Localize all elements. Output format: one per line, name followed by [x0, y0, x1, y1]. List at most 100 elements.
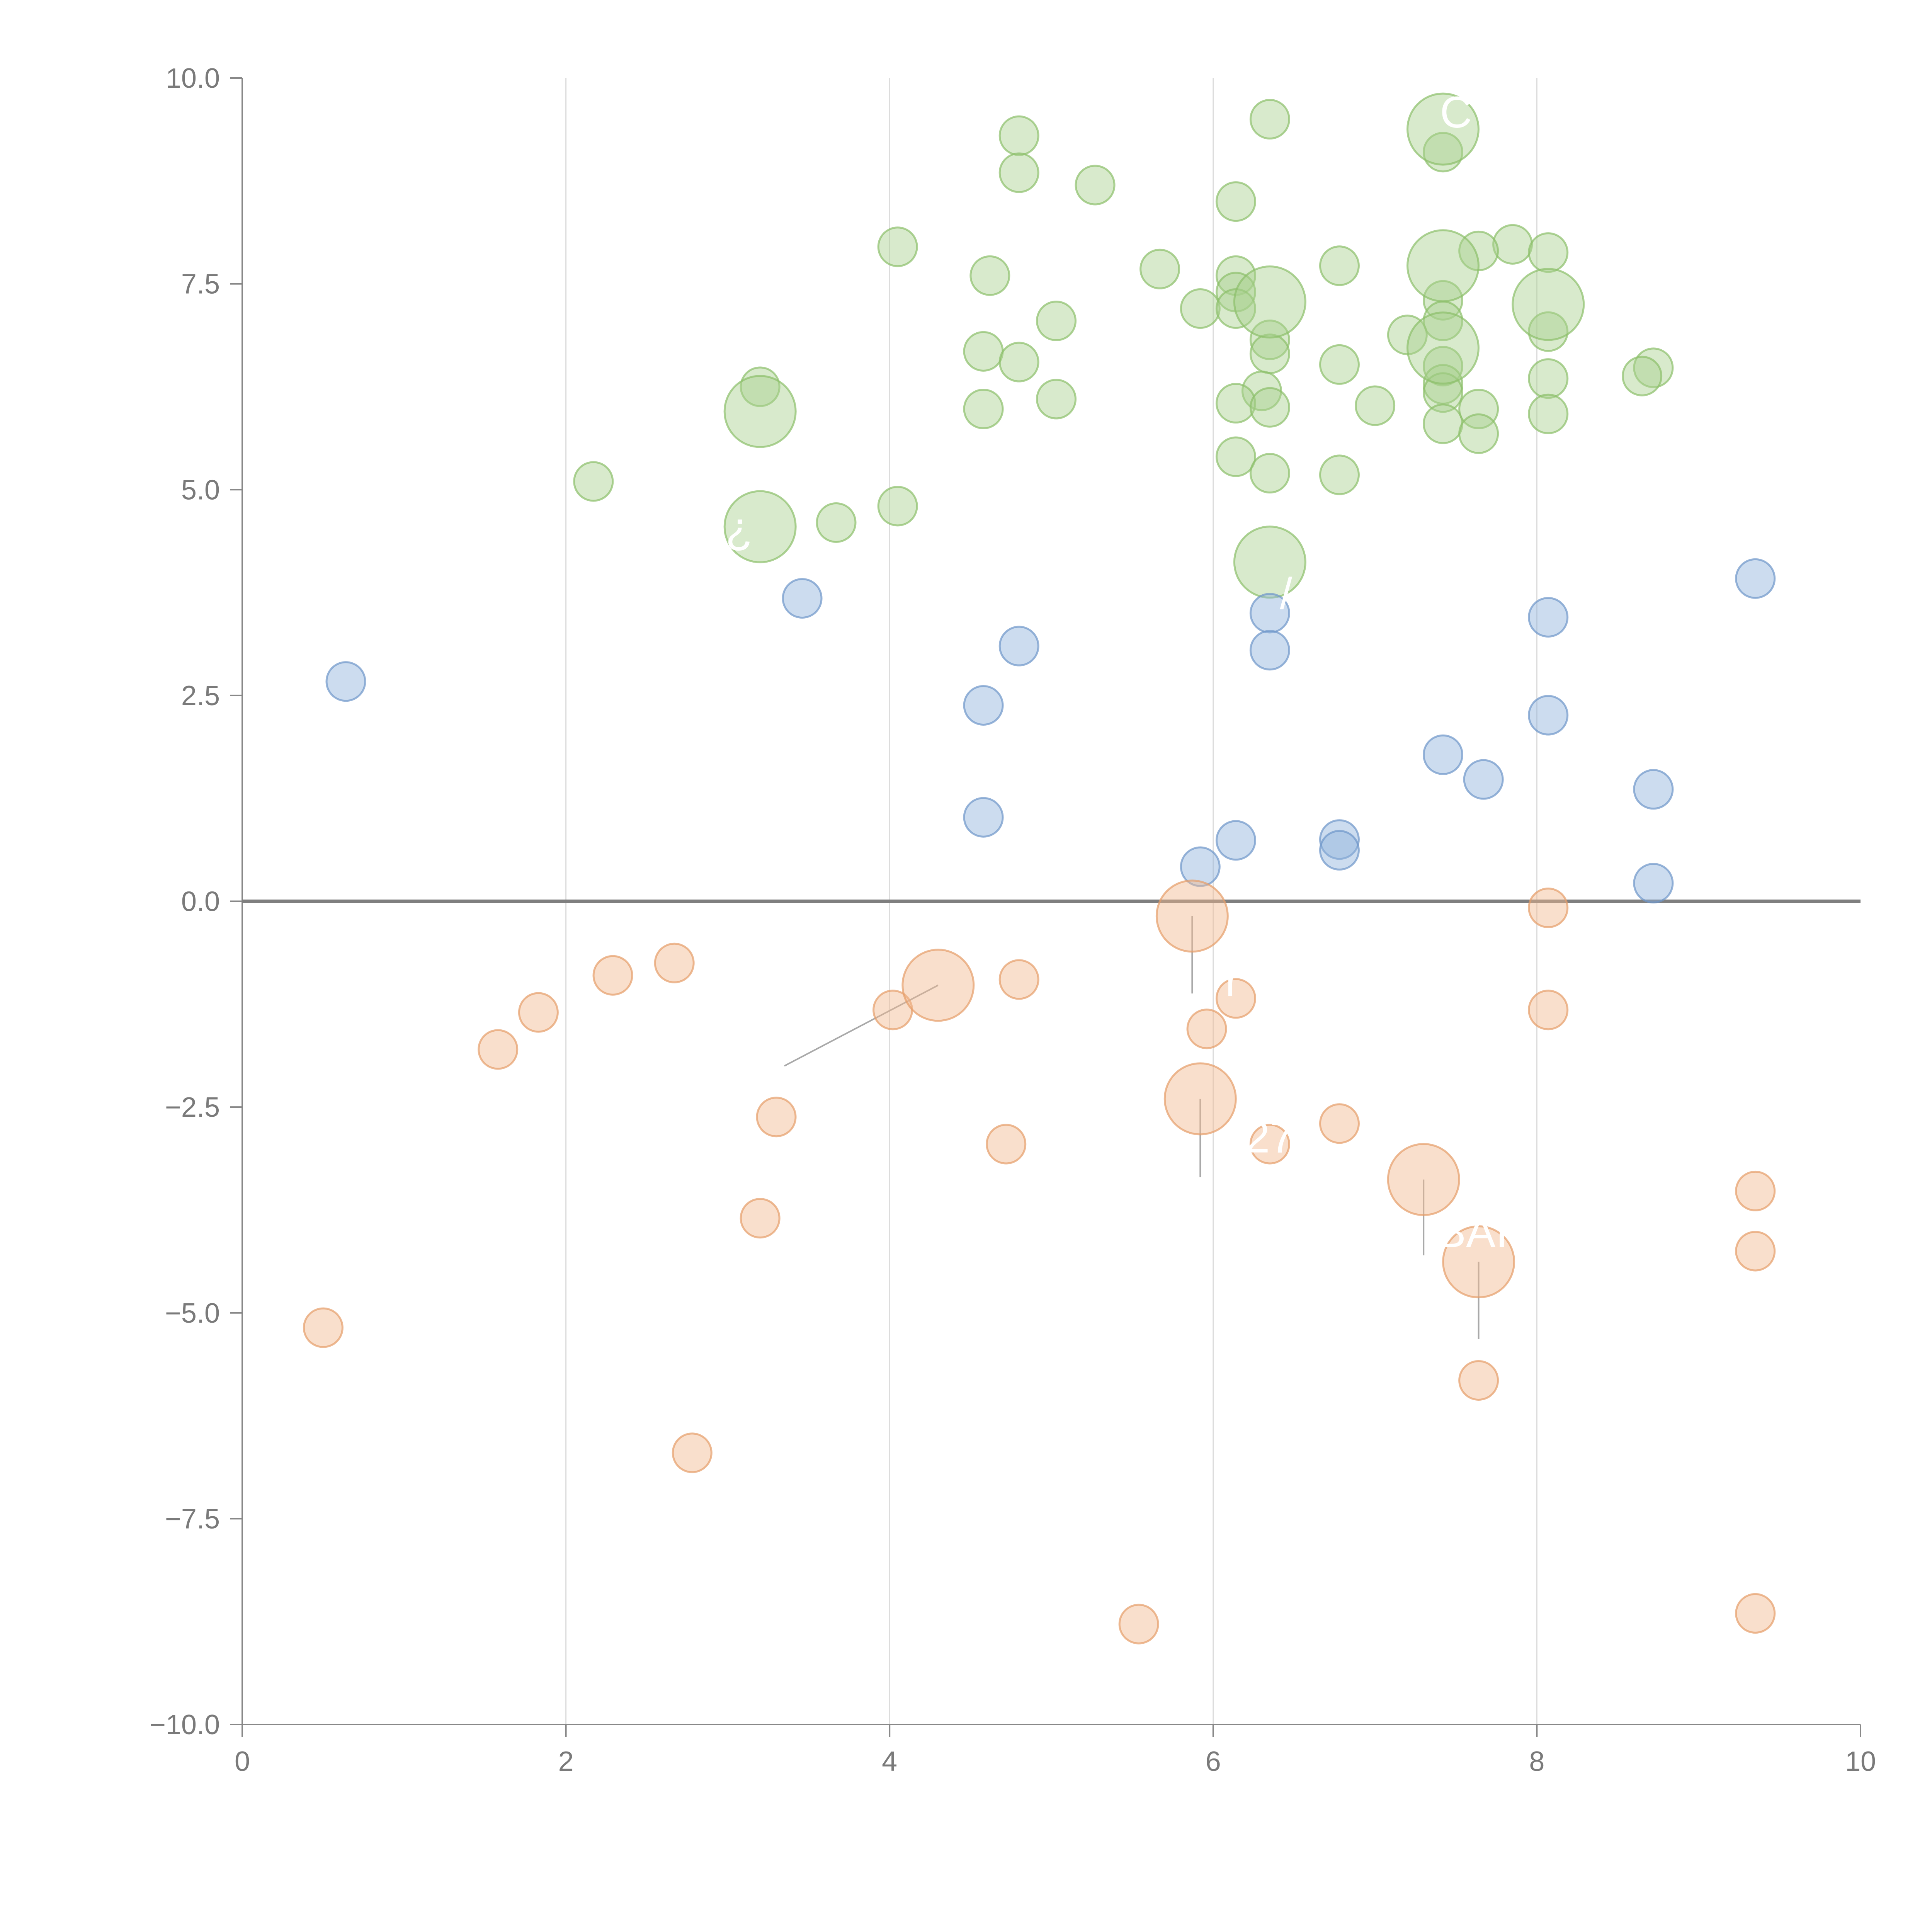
series-0-small-point	[877, 226, 918, 267]
y-tick-label: 2.5	[181, 680, 220, 711]
series-2-small-point	[1528, 888, 1569, 929]
series-0-small-point	[1422, 403, 1463, 444]
series-1-small-point	[1249, 593, 1290, 634]
series-1-small-point	[1180, 846, 1221, 887]
series-0-small-point	[998, 152, 1039, 193]
series-0-small-point	[1215, 383, 1256, 424]
series-0-large-point	[1512, 268, 1585, 341]
series-2-small-point	[478, 1029, 519, 1070]
series-2-small-point	[1215, 978, 1256, 1019]
series-2-small-point	[518, 992, 559, 1033]
series-0-small-point	[1319, 344, 1360, 385]
point-label: C	[1440, 88, 1472, 137]
y-tick-label: −10.0	[150, 1709, 220, 1740]
series-0-large-point	[1233, 526, 1306, 599]
point-label: BAI	[1436, 1207, 1508, 1257]
series-2-small-point	[303, 1307, 344, 1348]
series-0-small-point	[1249, 453, 1290, 494]
series-0-small-point	[1249, 319, 1290, 360]
series-2-small-point	[986, 1124, 1027, 1165]
series-0-small-point	[1249, 99, 1290, 140]
series-1-small-point	[1528, 695, 1569, 736]
series-1-small-point	[1215, 820, 1256, 861]
series-0-large-point	[1406, 92, 1480, 166]
series-1-small-point	[1735, 558, 1776, 599]
x-tick-label: 8	[1529, 1746, 1544, 1777]
x-tick-label: 0	[235, 1746, 250, 1777]
series-0-small-point	[816, 502, 857, 543]
series-0-small-point	[1458, 413, 1499, 454]
y-tick-label: −5.0	[165, 1298, 220, 1329]
point-label: ¿	[726, 503, 753, 553]
series-2-small-point	[740, 1198, 781, 1239]
series-1-small-point	[782, 578, 823, 619]
labels-layer: ¿ / C BAI 27 r	[726, 88, 1508, 1257]
x-tick-label: 6	[1206, 1746, 1221, 1777]
series-0-small-point	[1139, 248, 1180, 289]
series-2-small-point	[592, 955, 633, 996]
series-0-small-point	[1355, 385, 1396, 426]
series-0-small-point	[1633, 347, 1674, 388]
series-1-small-point	[1633, 769, 1674, 810]
leader-layer	[784, 916, 1480, 1339]
y-tick-label: −2.5	[165, 1092, 220, 1123]
series-2-small-point	[672, 1432, 713, 1473]
series-2-small-point	[1118, 1604, 1159, 1645]
series-1-small-point	[1528, 597, 1569, 638]
series-0-small-point	[998, 342, 1039, 383]
series-1-small-point	[963, 685, 1004, 726]
series-2-small-point	[1186, 1009, 1227, 1049]
y-tick-label: 0.0	[181, 886, 220, 917]
series-1-small-point	[325, 661, 366, 702]
series-0-small-point	[1622, 355, 1663, 396]
series-2-small-point	[654, 942, 695, 983]
series-2-small-point	[756, 1097, 797, 1138]
y-tick-label: 10.0	[166, 63, 220, 94]
series-1-small-point	[1633, 863, 1674, 904]
series-0-small-point	[1215, 181, 1256, 222]
series-0-small-point	[1319, 245, 1360, 286]
series-0-small-point	[1528, 393, 1569, 434]
point-label: r	[1225, 956, 1240, 1006]
series-0-small-point	[1215, 436, 1256, 477]
series-0-small-point	[1180, 288, 1221, 329]
series-1-small-point	[1319, 819, 1360, 860]
series-2-small-point	[1735, 1593, 1776, 1634]
series-0-small-point	[969, 255, 1010, 296]
series-0-small-point	[963, 331, 1004, 372]
series-0-large-point	[1233, 265, 1306, 338]
y-tick-label: 7.5	[181, 269, 220, 300]
series-1-small-point	[963, 797, 1004, 838]
series-0-small-point	[1075, 165, 1116, 206]
series-2-large-point	[901, 949, 975, 1022]
series-0-small-point	[1036, 300, 1077, 341]
series-1-small-point	[1463, 759, 1504, 800]
series-2-large-point	[1163, 1062, 1237, 1136]
series-0-large-point	[1406, 229, 1480, 303]
series-0-small-point	[1528, 232, 1569, 273]
series-0-small-point	[1492, 224, 1533, 265]
series-0-large-point	[1406, 311, 1480, 385]
axes-layer: 10.0 7.5 5.0 2.5 0.0 −2.5 −5.0 −7.5 −10.0 0 2 4 6 8 10	[150, 63, 1876, 1777]
series-1-small-point	[1422, 734, 1463, 775]
series-2-small-point	[1458, 1360, 1499, 1401]
series-0-small-point	[877, 486, 918, 527]
series-0-small-point	[1422, 280, 1463, 321]
series-0-small-point	[573, 461, 614, 502]
series-0-small-point	[1249, 387, 1290, 428]
series-0-small-point	[1422, 132, 1463, 173]
x-tick-label: 4	[882, 1746, 897, 1777]
series-2-small-point	[1735, 1231, 1776, 1272]
series-2-small-point	[998, 959, 1039, 1000]
leader-line	[784, 985, 939, 1067]
point-label: /	[1280, 569, 1292, 619]
series-2-large-point	[1387, 1143, 1460, 1216]
series-0-small-point	[1036, 379, 1077, 420]
point-label: 27	[1245, 1112, 1294, 1162]
series-1-small-point	[1249, 630, 1290, 671]
x-tick-label: 2	[558, 1746, 574, 1777]
series-2-small-point	[1319, 1103, 1360, 1144]
series-0-small-point	[963, 388, 1004, 429]
